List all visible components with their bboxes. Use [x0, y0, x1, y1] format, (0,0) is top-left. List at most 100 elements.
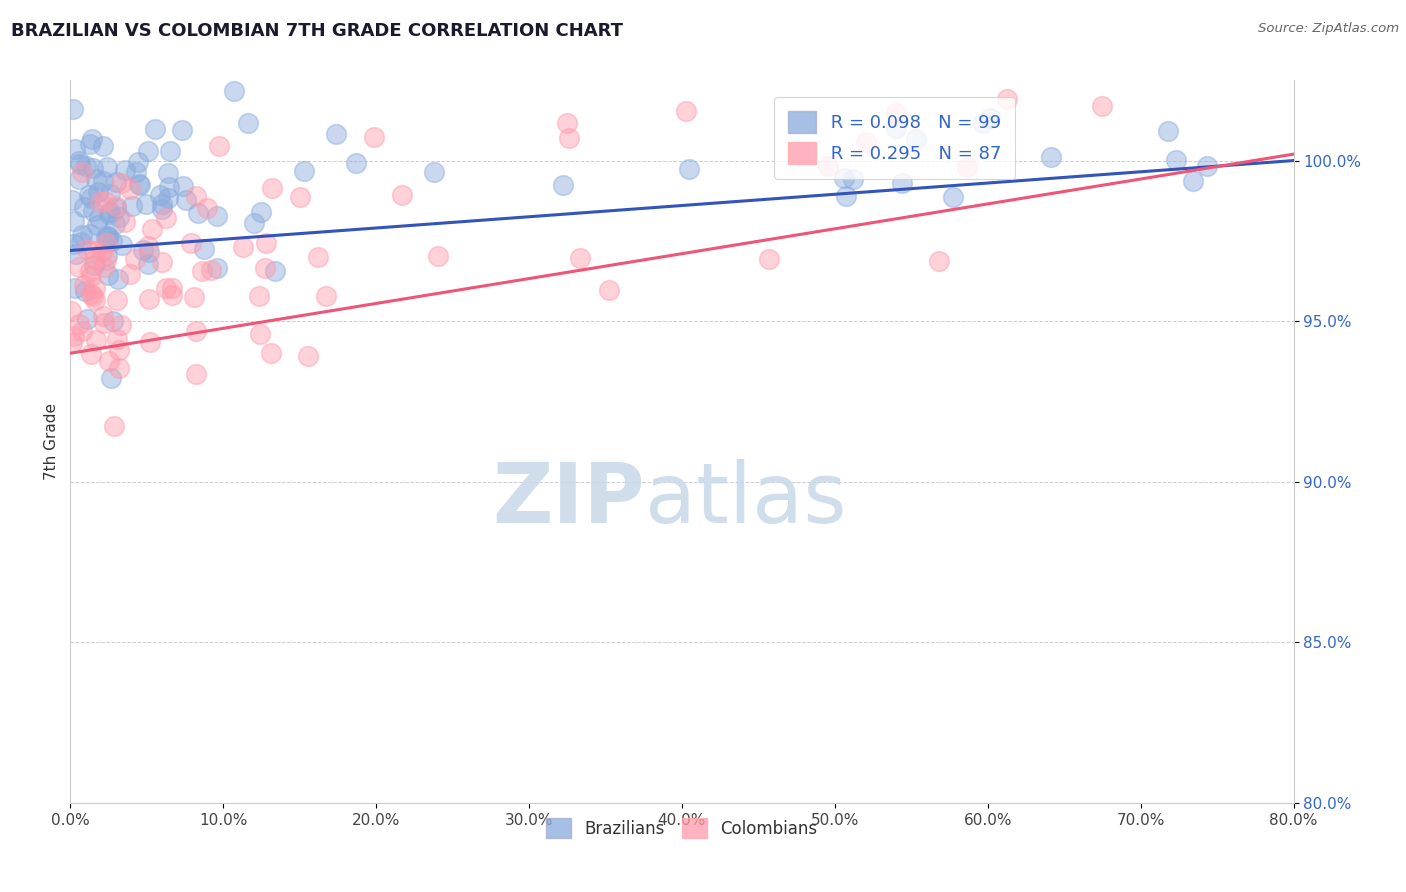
Point: [96, 248, 118, 262]
Point: [105, 293, 128, 307]
Point: [94, 236, 117, 251]
Point: [315, 289, 337, 303]
Point: [83, 281, 105, 295]
Point: [93, 316, 115, 330]
Point: [100, 371, 122, 385]
Point: [558, 131, 581, 145]
Point: [69, 157, 91, 171]
Point: [568, 251, 591, 265]
Point: [307, 250, 329, 264]
Point: [160, 281, 183, 295]
Point: [114, 162, 136, 177]
Point: [884, 121, 907, 136]
Point: [186, 324, 208, 338]
Point: [264, 263, 287, 277]
Legend: Brazilians, Colombians: Brazilians, Colombians: [540, 812, 824, 845]
Point: [956, 160, 979, 174]
Point: [391, 188, 413, 202]
Point: [80, 287, 103, 301]
Point: [183, 290, 205, 304]
Point: [297, 349, 319, 363]
Point: [855, 135, 877, 149]
Point: [232, 240, 254, 254]
Point: [91, 174, 114, 188]
Point: [125, 165, 148, 179]
Point: [160, 288, 183, 302]
Point: [1181, 174, 1204, 188]
Point: [107, 272, 129, 286]
Point: [249, 327, 271, 342]
Point: [292, 163, 315, 178]
Point: [363, 129, 385, 144]
Point: [93, 260, 115, 274]
Point: [93, 194, 115, 208]
Point: [104, 217, 127, 231]
Point: [82, 161, 104, 175]
Point: [84, 172, 107, 186]
Point: [104, 175, 127, 189]
Point: [193, 242, 215, 256]
Point: [104, 199, 127, 213]
Point: [62, 335, 84, 350]
Point: [208, 139, 231, 153]
Point: [136, 239, 159, 253]
Point: [170, 122, 193, 136]
Point: [905, 132, 928, 146]
Point: [70, 325, 93, 339]
Text: Source: ZipAtlas.com: Source: ZipAtlas.com: [1258, 22, 1399, 36]
Point: [678, 162, 700, 177]
Point: [67, 172, 90, 186]
Text: ZIP: ZIP: [492, 458, 645, 540]
Point: [76, 243, 98, 257]
Point: [884, 106, 907, 120]
Point: [288, 189, 311, 203]
Point: [138, 245, 160, 260]
Point: [73, 284, 96, 298]
Point: [1039, 151, 1062, 165]
Point: [96, 253, 118, 268]
Point: [426, 249, 449, 263]
Point: [91, 244, 114, 259]
Point: [84, 333, 107, 347]
Point: [143, 122, 166, 136]
Point: [97, 268, 120, 282]
Point: [835, 188, 858, 202]
Point: [150, 255, 173, 269]
Point: [87, 211, 110, 226]
Point: [127, 154, 149, 169]
Point: [75, 159, 97, 173]
Point: [156, 191, 179, 205]
Point: [101, 314, 124, 328]
Point: [63, 281, 86, 295]
Text: atlas: atlas: [645, 458, 846, 540]
Point: [72, 227, 94, 242]
Point: [242, 216, 264, 230]
Point: [1157, 124, 1180, 138]
Point: [91, 138, 114, 153]
Point: [108, 360, 131, 375]
Point: [67, 260, 90, 274]
Point: [207, 209, 229, 223]
Point: [222, 84, 245, 98]
Point: [972, 116, 994, 130]
Point: [110, 176, 132, 190]
Point: [817, 159, 839, 173]
Point: [184, 189, 207, 203]
Point: [200, 263, 222, 277]
Point: [995, 92, 1018, 106]
Point: [128, 178, 150, 192]
Point: [63, 237, 86, 252]
Point: [79, 227, 101, 242]
Point: [928, 254, 950, 268]
Point: [136, 145, 159, 159]
Point: [187, 205, 209, 219]
Point: [236, 116, 259, 130]
Point: [83, 258, 105, 272]
Point: [249, 205, 271, 219]
Point: [67, 317, 90, 331]
Point: [132, 243, 155, 257]
Point: [73, 278, 96, 293]
Point: [93, 309, 115, 323]
Point: [83, 244, 105, 259]
Point: [174, 193, 197, 207]
